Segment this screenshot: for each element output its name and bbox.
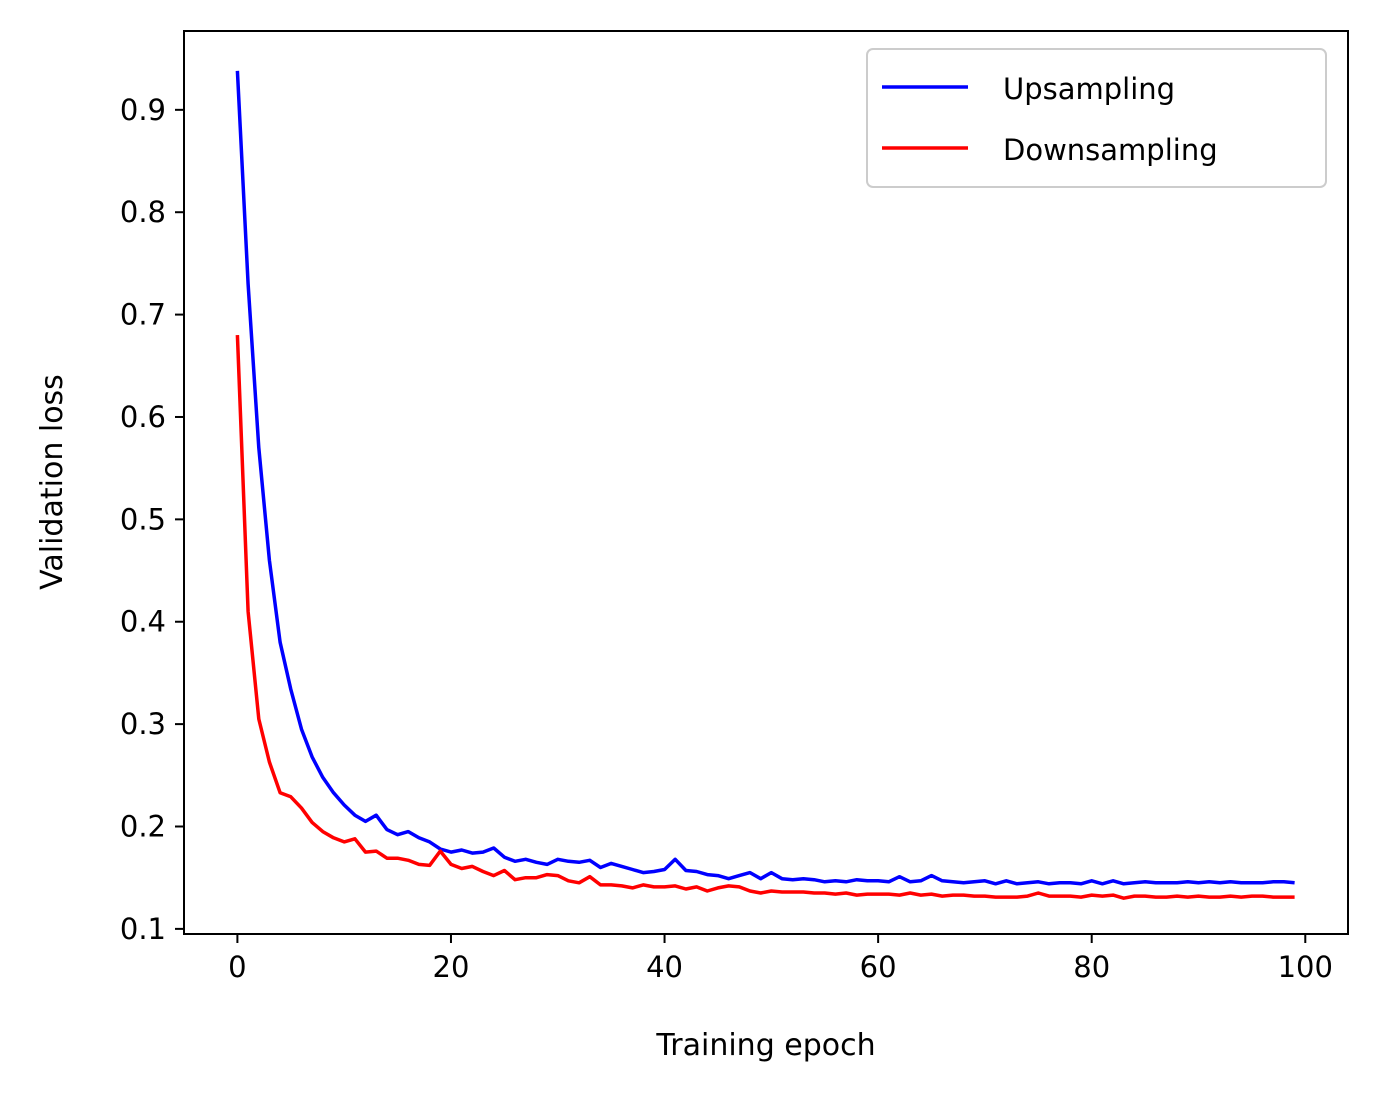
x-tick-label: 100 [1278, 950, 1333, 984]
series-line-downsampling [235, 335, 1295, 900]
x-tick-label: 20 [433, 950, 470, 984]
y-tick-label: 0.4 [120, 605, 166, 639]
y-tick-label: 0.8 [120, 195, 166, 229]
y-tick-label: 0.3 [120, 707, 166, 741]
y-tick-label: 0.5 [120, 502, 166, 536]
x-tick-label: 80 [1073, 950, 1110, 984]
legend-label-downsampling: Downsampling [1003, 133, 1218, 167]
y-axis-label: Validation loss [35, 374, 70, 590]
x-axis-label: Training epoch [655, 1028, 875, 1063]
legend-box [866, 48, 1327, 188]
y-tick-label: 0.1 [120, 912, 166, 946]
series-layer [235, 70, 1295, 900]
x-tick-label: 0 [228, 950, 246, 984]
y-tick-label: 0.6 [120, 400, 166, 434]
y-tick-label: 0.7 [120, 298, 166, 332]
plot-frame [183, 30, 1349, 935]
series-line-upsampling [235, 70, 1295, 886]
legend: Upsampling Downsampling [866, 48, 1327, 188]
legend-label-upsampling: Upsampling [1003, 72, 1175, 106]
y-axis-ticks: 0.1 0.2 0.3 0.4 0.5 0.6 0.7 0.8 0.9 [120, 93, 184, 946]
x-tick-label: 60 [860, 950, 897, 984]
y-tick-label: 0.9 [120, 93, 166, 127]
y-tick-label: 0.2 [120, 810, 166, 844]
x-tick-label: 40 [646, 950, 683, 984]
x-axis-ticks: 0 20 40 60 80 100 [228, 934, 1333, 984]
